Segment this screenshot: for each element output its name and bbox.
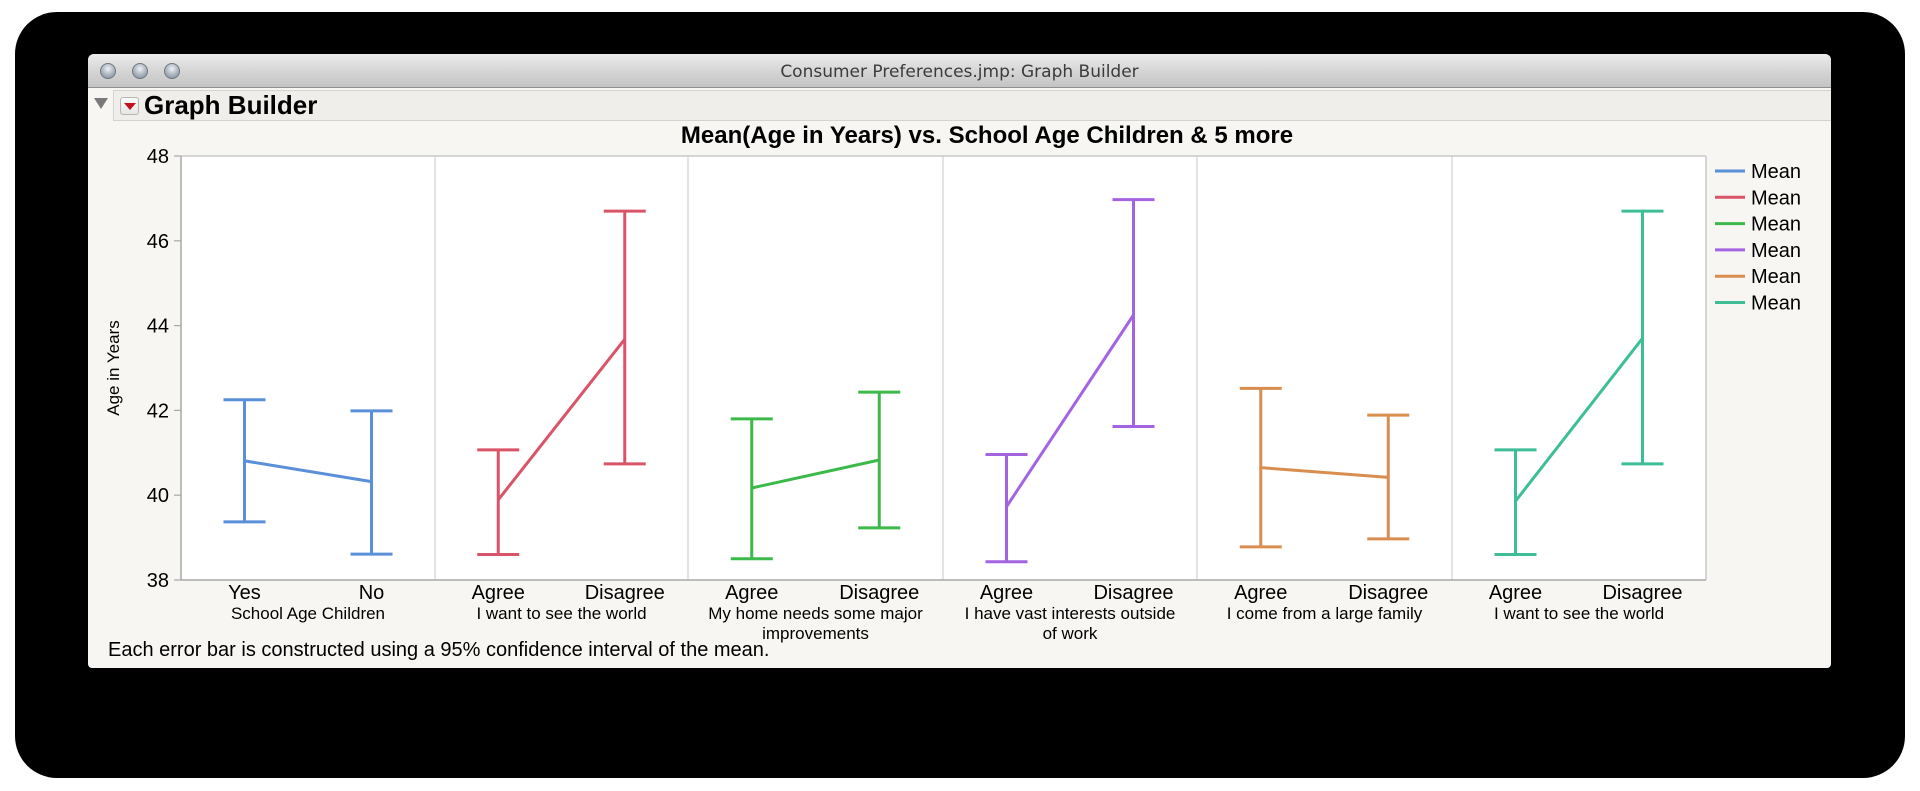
legend-label: Mean (1751, 240, 1801, 262)
x-axis-label: of work (1043, 624, 1098, 643)
mean-line (1514, 337, 1644, 503)
footnote: Each error bar is constructed using a 95… (108, 639, 770, 661)
y-tick-label: 44 (147, 316, 169, 338)
x-axis-label: I want to see the world (1494, 604, 1664, 623)
y-axis-label: Age in Years (104, 320, 123, 415)
x-axis-label: improvements (762, 624, 869, 643)
x-category-label: Disagree (1602, 582, 1682, 604)
triangle-down-icon[interactable] (94, 98, 108, 109)
mean-line (497, 338, 626, 501)
red-triangle-menu-icon[interactable] (120, 97, 139, 115)
x-category-label: Disagree (1093, 582, 1173, 604)
legend-label: Mean (1751, 293, 1801, 315)
outline-title: Graph Builder (144, 90, 318, 120)
outline-header (113, 90, 1831, 121)
legend-item[interactable]: Mean (1715, 161, 1801, 183)
y-tick-label: 40 (147, 485, 169, 507)
x-category-label: Agree (980, 582, 1033, 604)
x-axis-label: I want to see the world (476, 604, 646, 623)
panel-2[interactable] (477, 209, 646, 557)
x-category-label: Agree (1234, 582, 1287, 604)
zoom-button[interactable] (164, 63, 180, 79)
graph-builder-window: Consumer Preferences.jmp: Graph Builder … (88, 54, 1831, 668)
x-category-label: No (359, 582, 385, 604)
legend-label: Mean (1751, 161, 1801, 183)
panel-3[interactable] (730, 390, 901, 561)
x-category-label: Disagree (585, 582, 665, 604)
legend-label: Mean (1751, 214, 1801, 236)
x-category-label: Disagree (839, 582, 919, 604)
x-axis-label: I come from a large family (1227, 604, 1423, 623)
x-axis-label: I have vast interests outside (965, 604, 1176, 623)
mean-line (244, 459, 372, 484)
x-category-label: Agree (725, 582, 778, 604)
y-tick-label: 42 (147, 400, 169, 422)
legend-item[interactable]: Mean (1715, 214, 1801, 236)
y-tick-label: 38 (147, 570, 169, 592)
x-category-label: Agree (472, 582, 525, 604)
legend-item[interactable]: Mean (1715, 266, 1801, 288)
y-tick-label: 46 (147, 231, 169, 253)
legend-label: Mean (1751, 187, 1801, 209)
close-button[interactable] (100, 63, 116, 79)
panel-1[interactable] (223, 398, 393, 556)
legend-label: Mean (1751, 266, 1801, 288)
chart-title: Mean(Age in Years) vs. School Age Childr… (680, 122, 1294, 149)
title-bar[interactable]: Consumer Preferences.jmp: Graph Builder (88, 54, 1831, 88)
y-tick-label: 48 (147, 146, 169, 168)
panel-4[interactable] (985, 198, 1155, 564)
x-axis-label: School Age Children (231, 604, 385, 623)
mean-line (1260, 466, 1389, 479)
minimize-button[interactable] (132, 63, 148, 79)
x-category-label: Yes (228, 582, 261, 604)
legend-item[interactable]: Mean (1715, 187, 1801, 209)
x-axis-label: My home needs some major (708, 604, 923, 623)
panel-5[interactable] (1239, 386, 1410, 549)
x-category-label: Agree (1489, 582, 1542, 604)
mean-line (751, 458, 880, 490)
legend-item[interactable]: Mean (1715, 293, 1801, 315)
panel-6[interactable] (1494, 209, 1664, 557)
x-category-label: Disagree (1348, 582, 1428, 604)
mean-line (1005, 314, 1135, 508)
legend-item[interactable]: Mean (1715, 240, 1801, 262)
window-title: Consumer Preferences.jmp: Graph Builder (780, 62, 1139, 82)
